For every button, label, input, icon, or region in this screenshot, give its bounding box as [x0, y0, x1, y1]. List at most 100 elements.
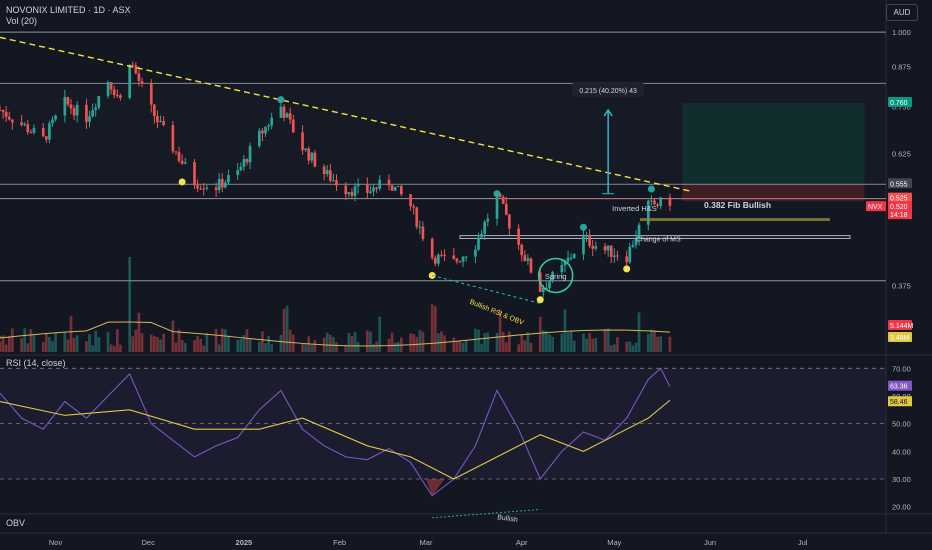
candle-body — [119, 95, 122, 98]
candle-body — [356, 184, 360, 187]
candle-body — [32, 128, 36, 133]
volume-bar — [545, 331, 548, 352]
volume-bar — [634, 342, 638, 352]
volume-bar — [563, 309, 567, 352]
price-tag-bg — [888, 201, 912, 212]
symbol-title[interactable]: NOVONIX LIMITED · 1D · ASX — [6, 5, 131, 15]
candle-body — [242, 159, 246, 167]
candle-body — [616, 255, 619, 257]
rsi-tick-label: 50.00 — [892, 420, 911, 429]
volume-bar — [594, 337, 598, 352]
candle-body — [140, 81, 144, 84]
candle-body — [464, 256, 468, 258]
candle-body — [656, 204, 659, 206]
volume-bar — [106, 331, 110, 352]
candle-body — [495, 193, 499, 219]
candle-body — [421, 226, 425, 240]
volume-bar — [551, 336, 554, 352]
projection-label: 0.215 (40.20%) 43 — [579, 88, 637, 95]
volume-bar — [430, 304, 434, 352]
price-tag: 5.144M — [890, 323, 914, 330]
obv-indicator-label[interactable]: OBV — [6, 518, 26, 528]
volume-bar — [572, 340, 576, 352]
volume-bar — [54, 332, 57, 352]
volume-bar — [332, 337, 335, 352]
rsi-indicator-label[interactable]: RSI (14, close) — [6, 358, 66, 368]
candle-body — [350, 192, 354, 196]
candle-body — [452, 255, 456, 259]
candle-body — [54, 115, 57, 120]
candle-body — [591, 245, 595, 249]
volume-bar — [285, 305, 289, 352]
volume-bar — [94, 330, 98, 352]
candle-body — [205, 187, 209, 189]
candle-body — [393, 186, 397, 191]
candle-body — [69, 104, 73, 109]
rsi-line — [0, 367, 671, 497]
volume-bar — [631, 345, 635, 352]
volume-bar — [301, 343, 304, 352]
volume-bar — [483, 333, 487, 352]
candle-body — [115, 95, 119, 97]
candle-body — [171, 125, 175, 152]
volume-bar — [508, 331, 511, 352]
volume-bar — [526, 332, 530, 352]
candle-body — [430, 239, 434, 258]
candle-body — [220, 178, 224, 188]
volume-bar — [162, 333, 165, 352]
projection-arrow-head — [603, 108, 613, 117]
candle-body — [304, 148, 307, 151]
volume-bar — [625, 341, 629, 352]
volume-indicator-label[interactable]: Vol (20) — [6, 16, 38, 26]
price-tick-label: 0.375 — [892, 282, 911, 291]
price-tag: 0.525 — [890, 196, 908, 203]
time-tick-label: Nov — [49, 538, 63, 547]
candle-body — [477, 237, 480, 250]
candle-body — [588, 235, 591, 246]
downtrend-line — [0, 36, 692, 193]
candle-body — [566, 257, 570, 262]
volume-bar — [538, 316, 542, 352]
candle-body — [131, 64, 135, 66]
volume-bar — [474, 328, 477, 352]
volume-bar — [504, 342, 508, 352]
volume-bar — [480, 343, 483, 352]
candle-body — [288, 113, 292, 120]
candle-body — [264, 126, 267, 134]
candle-body — [20, 122, 23, 126]
candle-body — [399, 185, 403, 195]
currency-button[interactable]: AUD — [886, 4, 918, 21]
volume-bar — [177, 329, 181, 352]
volume-bar — [668, 336, 672, 352]
pivot-dot — [536, 296, 544, 304]
candle-body — [227, 175, 230, 183]
volume-bar — [616, 337, 619, 352]
candle-body — [372, 187, 375, 192]
volume-bar — [375, 341, 378, 352]
volume-bar — [366, 330, 369, 352]
target-zone — [682, 103, 865, 185]
price-tag-bg — [888, 97, 912, 108]
volume-bar — [48, 337, 51, 352]
candle-body — [7, 116, 11, 120]
candle-body — [267, 125, 270, 127]
candle-body — [180, 160, 184, 164]
volume-bar — [257, 341, 261, 352]
price-tag-bg — [866, 201, 886, 212]
volume-bar — [310, 344, 314, 352]
volume-bar — [313, 340, 317, 352]
rsi-bullish-label: Bullish — [497, 514, 519, 524]
volume-bar — [656, 336, 659, 352]
price-tick-label: 1.000 — [892, 28, 911, 37]
candle-body — [659, 197, 662, 206]
candle-body — [270, 117, 274, 126]
volume-bar — [452, 337, 456, 352]
candle-body — [474, 249, 477, 257]
candle-body — [159, 121, 162, 123]
candle-body — [634, 237, 638, 246]
shoulder-dot — [493, 190, 501, 198]
rsi-tick-label: 20.00 — [892, 503, 911, 512]
volume-bar — [261, 331, 264, 352]
candle-body — [612, 255, 616, 257]
